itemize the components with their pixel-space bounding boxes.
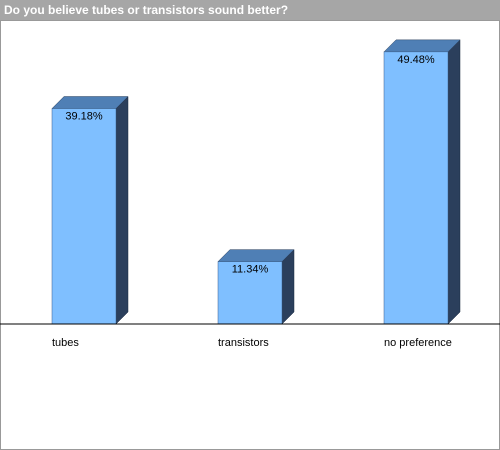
bar-side [281, 249, 295, 325]
bar-top [217, 249, 295, 262]
value-label: 11.34% [232, 264, 269, 276]
bar [51, 108, 117, 325]
bar [383, 51, 449, 325]
x-tick-label: transistors [218, 337, 269, 349]
value-label: 39.18% [65, 110, 103, 122]
value-label: 49.48% [397, 54, 435, 66]
bar [217, 261, 283, 325]
bar-side [447, 39, 461, 325]
x-tick-label: no preference [384, 337, 452, 349]
bar-top [51, 96, 129, 109]
chart-title: Do you believe tubes or transistors soun… [0, 0, 500, 20]
bar-side [115, 95, 129, 325]
x-tick-label: tubes [52, 337, 79, 349]
bar-top [383, 39, 461, 53]
